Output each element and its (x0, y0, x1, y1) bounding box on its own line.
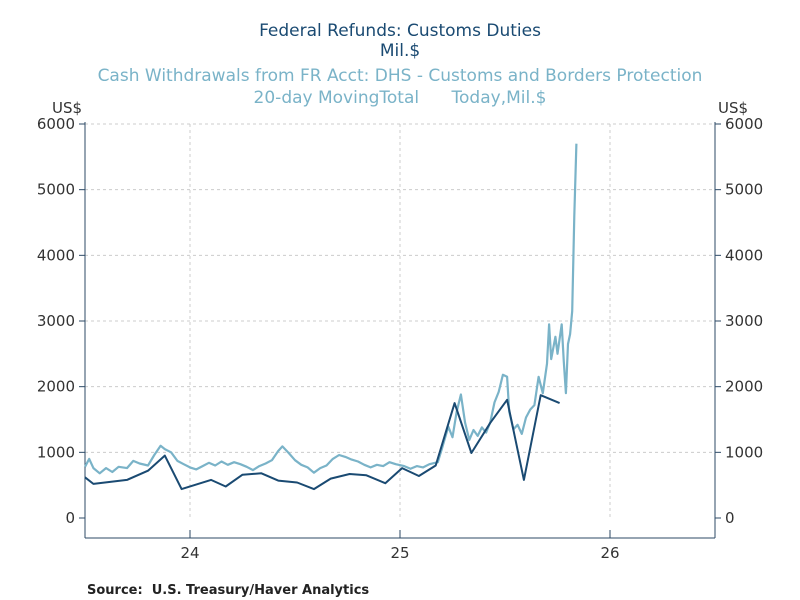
left-y-tick-label: 6000 (37, 115, 75, 133)
left-y-tick-label: 1000 (37, 443, 75, 461)
chart-subtitle-line-1: Cash Withdrawals from FR Acct: DHS - Cus… (98, 66, 703, 86)
right-y-tick-label: 0 (725, 509, 735, 527)
series-line-withdrawals (84, 143, 578, 475)
grid-lines (85, 123, 715, 518)
left-y-tick-label: 0 (65, 509, 75, 527)
left-y-tick-label: 4000 (37, 246, 75, 264)
series-line-refunds (84, 394, 560, 491)
x-tick-label: 25 (390, 544, 409, 562)
chart-subtitle-line-2: 20-day MovingTotal Today,Mil.$ (254, 88, 547, 108)
chart-title-line-2: Mil.$ (380, 41, 420, 61)
right-y-tick-label: 5000 (725, 181, 763, 199)
chart-title-line-1: Federal Refunds: Customs Duties (259, 21, 541, 41)
source-note: Source: U.S. Treasury/Haver Analytics (87, 583, 369, 598)
x-tick-labels: 24 25 26 (180, 544, 619, 562)
right-y-tick-label: 6000 (725, 115, 763, 133)
right-y-tick-label: 1000 (725, 443, 763, 461)
right-y-tick-label: 4000 (725, 246, 763, 264)
data-series (84, 143, 578, 491)
chart-titles: Federal Refunds: Customs Duties Mil.$ Ca… (98, 21, 703, 108)
left-y-tick-label: 2000 (37, 378, 75, 396)
left-y-tick-label: 5000 (37, 181, 75, 199)
x-tick-label: 26 (600, 544, 619, 562)
axes (79, 122, 721, 539)
y-tick-labels: 0 0 1000 1000 2000 2000 3000 3000 4000 4000 5000 50… (37, 115, 763, 527)
x-tick-label: 24 (180, 544, 199, 562)
left-axis-unit: US$ (52, 99, 82, 117)
left-y-tick-label: 3000 (37, 312, 75, 330)
right-y-tick-label: 3000 (725, 312, 763, 330)
right-axis-unit: US$ (718, 99, 748, 117)
right-y-tick-label: 2000 (725, 378, 763, 396)
